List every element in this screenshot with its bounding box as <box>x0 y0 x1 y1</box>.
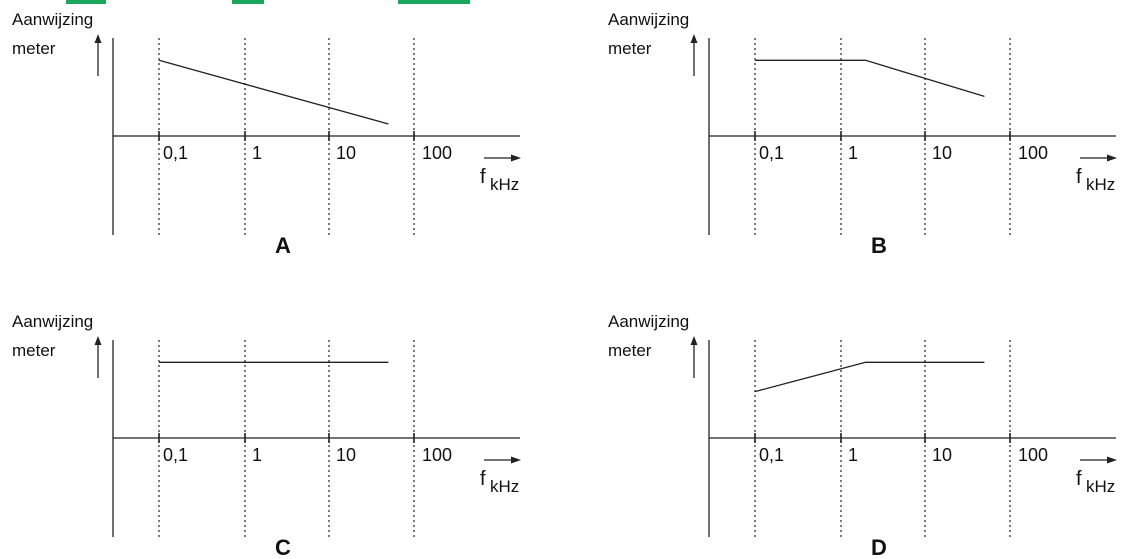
panel-label: C <box>275 535 291 559</box>
top-strip-segment <box>398 0 470 4</box>
y-axis-label: meter <box>12 341 56 360</box>
x-axis-unit: kHz <box>490 175 519 194</box>
x-tick-label: 100 <box>1018 445 1048 465</box>
y-arrow-head <box>94 34 102 43</box>
x-tick-label: 100 <box>422 143 452 163</box>
x-tick-label: 1 <box>252 143 262 163</box>
x-arrow-head <box>511 154 521 162</box>
x-tick-label: 10 <box>932 445 952 465</box>
x-arrow-head <box>1107 154 1117 162</box>
y-axis-label: Aanwijzing <box>12 10 93 29</box>
chart-panel-c: Aanwijzing meter 0,1 1 10 100 f kHz C <box>12 312 521 559</box>
top-strip-segment <box>232 0 264 4</box>
panel-label: B <box>871 233 887 258</box>
x-arrow-head <box>511 456 521 464</box>
x-tick-label: 100 <box>422 445 452 465</box>
x-tick-label: 100 <box>1018 143 1048 163</box>
y-axis-label: Aanwijzing <box>608 312 689 331</box>
x-tick-label: 1 <box>848 143 858 163</box>
series-line <box>755 59 985 98</box>
y-axis-label: meter <box>12 39 56 58</box>
x-tick-label: 0,1 <box>163 143 188 163</box>
chart-panel-b: Aanwijzing meter 0,1 1 10 100 f kHz B <box>608 10 1117 258</box>
x-axis-unit: kHz <box>1086 175 1115 194</box>
y-arrow-head <box>690 336 698 345</box>
x-tick-label: 1 <box>848 445 858 465</box>
y-arrow-head <box>94 336 102 345</box>
x-tick-label: 10 <box>336 143 356 163</box>
top-strip-segment <box>66 0 106 4</box>
x-tick-label: 1 <box>252 445 262 465</box>
series-line <box>754 361 985 393</box>
x-axis-variable: f <box>1076 166 1082 188</box>
x-tick-label: 0,1 <box>759 143 784 163</box>
top-strip-group <box>66 0 470 4</box>
y-axis-label: Aanwijzing <box>608 10 689 29</box>
y-arrow-head <box>690 34 698 43</box>
y-axis-label: meter <box>608 39 652 58</box>
panel-label: A <box>275 233 291 258</box>
x-tick-label: 0,1 <box>759 445 784 465</box>
chart-panel-d: Aanwijzing meter 0,1 1 10 100 f kHz D <box>608 312 1117 559</box>
chart-panel-a: Aanwijzing meter 0,1 1 10 100 f kHz A <box>12 10 521 258</box>
panel-label: D <box>871 535 887 559</box>
x-tick-label: 0,1 <box>163 445 188 465</box>
series-line <box>158 59 389 125</box>
x-axis-unit: kHz <box>1086 477 1115 496</box>
x-axis-variable: f <box>1076 468 1082 490</box>
y-axis-label: meter <box>608 341 652 360</box>
x-arrow-head <box>1107 456 1117 464</box>
x-tick-label: 10 <box>932 143 952 163</box>
x-tick-label: 10 <box>336 445 356 465</box>
x-axis-unit: kHz <box>490 477 519 496</box>
x-axis-variable: f <box>480 468 486 490</box>
y-axis-label: Aanwijzing <box>12 312 93 331</box>
x-axis-variable: f <box>480 166 486 188</box>
